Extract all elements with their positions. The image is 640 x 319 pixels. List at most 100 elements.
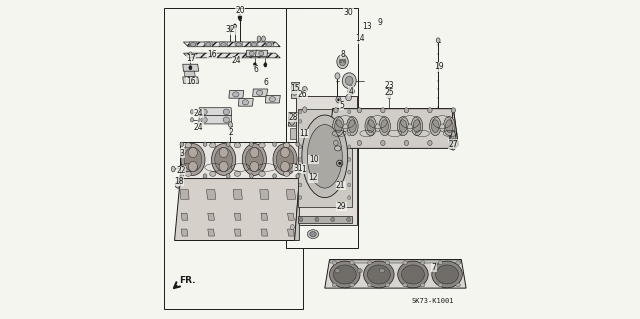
Ellipse shape xyxy=(249,51,254,56)
Ellipse shape xyxy=(259,143,265,148)
Text: 29: 29 xyxy=(337,202,346,211)
Polygon shape xyxy=(207,190,216,199)
Ellipse shape xyxy=(340,58,342,61)
Polygon shape xyxy=(238,99,253,106)
Text: 7: 7 xyxy=(431,263,436,272)
Ellipse shape xyxy=(451,140,456,145)
Ellipse shape xyxy=(333,265,356,284)
Ellipse shape xyxy=(203,142,207,146)
Ellipse shape xyxy=(330,261,360,288)
Ellipse shape xyxy=(280,161,289,172)
Ellipse shape xyxy=(347,117,358,136)
Ellipse shape xyxy=(243,144,266,175)
Ellipse shape xyxy=(429,117,441,136)
Ellipse shape xyxy=(432,261,462,288)
Ellipse shape xyxy=(299,217,303,222)
Ellipse shape xyxy=(221,43,227,47)
Polygon shape xyxy=(234,213,241,220)
Polygon shape xyxy=(183,64,198,71)
Ellipse shape xyxy=(440,124,445,131)
Polygon shape xyxy=(184,71,195,76)
Ellipse shape xyxy=(385,261,390,265)
Ellipse shape xyxy=(257,90,263,95)
Text: 22: 22 xyxy=(176,166,186,175)
Ellipse shape xyxy=(348,145,351,149)
Ellipse shape xyxy=(385,283,390,287)
Polygon shape xyxy=(208,229,214,236)
Ellipse shape xyxy=(190,43,196,47)
Text: 24: 24 xyxy=(194,109,204,118)
Ellipse shape xyxy=(375,124,380,131)
Ellipse shape xyxy=(291,84,298,95)
Ellipse shape xyxy=(348,87,355,95)
Text: 12: 12 xyxy=(308,174,318,182)
Polygon shape xyxy=(253,89,268,97)
Polygon shape xyxy=(250,42,258,47)
Ellipse shape xyxy=(296,174,300,178)
Ellipse shape xyxy=(339,57,346,66)
Ellipse shape xyxy=(342,73,356,89)
Polygon shape xyxy=(246,50,258,56)
Ellipse shape xyxy=(397,117,409,136)
Text: 6: 6 xyxy=(253,65,258,74)
Ellipse shape xyxy=(303,107,307,113)
Ellipse shape xyxy=(228,122,232,127)
Ellipse shape xyxy=(445,120,453,132)
Ellipse shape xyxy=(364,261,394,288)
Ellipse shape xyxy=(397,261,428,288)
Polygon shape xyxy=(184,42,280,47)
Ellipse shape xyxy=(210,143,216,148)
Ellipse shape xyxy=(456,261,460,265)
Ellipse shape xyxy=(348,183,351,187)
Ellipse shape xyxy=(262,36,266,42)
Ellipse shape xyxy=(284,143,290,148)
Ellipse shape xyxy=(367,261,372,265)
Polygon shape xyxy=(235,42,243,47)
Polygon shape xyxy=(204,42,212,47)
Ellipse shape xyxy=(401,265,424,284)
Polygon shape xyxy=(289,128,296,139)
Polygon shape xyxy=(183,77,198,83)
Ellipse shape xyxy=(189,161,197,172)
Polygon shape xyxy=(208,213,214,220)
Ellipse shape xyxy=(335,73,340,79)
Text: 14: 14 xyxy=(355,34,365,43)
Ellipse shape xyxy=(184,147,202,172)
Text: 21: 21 xyxy=(336,181,346,190)
Ellipse shape xyxy=(436,38,440,43)
Polygon shape xyxy=(328,109,453,148)
Ellipse shape xyxy=(257,36,261,42)
Ellipse shape xyxy=(452,138,454,143)
Polygon shape xyxy=(181,229,188,236)
Polygon shape xyxy=(266,95,280,103)
Ellipse shape xyxy=(276,147,294,172)
Ellipse shape xyxy=(264,63,267,67)
Text: 4: 4 xyxy=(349,87,353,96)
Ellipse shape xyxy=(229,26,232,31)
Polygon shape xyxy=(294,142,300,241)
Ellipse shape xyxy=(299,183,302,187)
Ellipse shape xyxy=(367,265,390,284)
Ellipse shape xyxy=(340,60,342,63)
Ellipse shape xyxy=(367,283,372,287)
Ellipse shape xyxy=(299,145,302,149)
Text: 28: 28 xyxy=(288,113,298,122)
Ellipse shape xyxy=(220,147,228,158)
Ellipse shape xyxy=(343,124,348,131)
Polygon shape xyxy=(180,190,189,199)
Ellipse shape xyxy=(191,118,193,122)
Polygon shape xyxy=(184,53,280,58)
Ellipse shape xyxy=(408,124,413,131)
Text: 2: 2 xyxy=(228,128,233,137)
Ellipse shape xyxy=(269,97,276,102)
Ellipse shape xyxy=(403,283,407,287)
Text: 32: 32 xyxy=(226,26,236,34)
Ellipse shape xyxy=(404,140,408,145)
Polygon shape xyxy=(266,42,273,47)
Ellipse shape xyxy=(420,283,425,287)
Text: 25: 25 xyxy=(385,88,394,97)
Ellipse shape xyxy=(302,86,307,93)
Ellipse shape xyxy=(379,117,390,136)
Polygon shape xyxy=(298,216,352,223)
Text: 20: 20 xyxy=(235,6,244,15)
